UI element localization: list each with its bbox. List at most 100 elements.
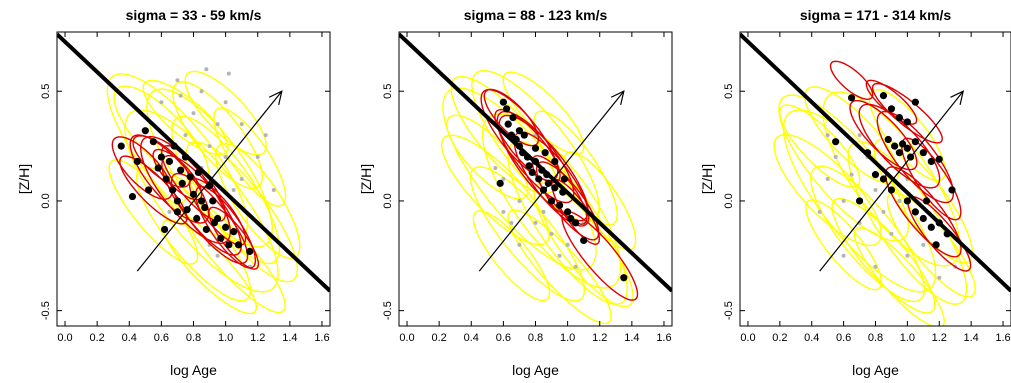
subsample-point xyxy=(906,153,915,161)
gray-point xyxy=(897,198,902,203)
subsample-point xyxy=(541,149,549,157)
subsample-point xyxy=(911,208,919,216)
subsample-point xyxy=(927,157,935,166)
gray-point xyxy=(509,220,514,225)
subsample-point xyxy=(879,92,888,100)
red-ellipse xyxy=(195,185,257,269)
subsample-point xyxy=(899,140,907,148)
y-tick-label: 0.0 xyxy=(382,193,394,208)
yellow-ellipse xyxy=(181,198,286,314)
yellow-ellipse xyxy=(886,192,976,298)
subsample-point xyxy=(117,142,125,150)
yellow-ellipse xyxy=(533,110,619,226)
red-ellipse xyxy=(160,144,227,222)
yellow-ellipse xyxy=(822,91,961,267)
relation-line xyxy=(740,32,1011,293)
yellow-ellipse xyxy=(507,209,612,325)
yellow-ellipse xyxy=(563,151,637,251)
gray-point xyxy=(231,187,236,192)
x-tick-label: 0.6 xyxy=(154,332,169,344)
x-axis-label: log Age xyxy=(512,362,559,378)
x-tick-label: 0.8 xyxy=(868,332,883,344)
subsample-point xyxy=(507,131,516,139)
subsample-point xyxy=(154,164,162,172)
x-tick-label: 1.4 xyxy=(282,332,297,344)
x-tick-label: 1.6 xyxy=(995,332,1010,344)
panel-title: sigma = 88 - 123 km/s xyxy=(464,7,608,23)
x-tick-label: 1.0 xyxy=(218,332,233,344)
gray-point xyxy=(833,155,838,160)
subsample-point xyxy=(201,203,209,212)
subsample-point xyxy=(189,190,198,198)
x-tick-label: 0.4 xyxy=(804,332,819,344)
x-tick-label: 0.0 xyxy=(57,332,72,344)
red-ellipse xyxy=(531,155,588,225)
x-axis-label: log Age xyxy=(170,362,217,378)
gray-point xyxy=(873,264,878,269)
subsample-point xyxy=(927,223,935,231)
gray-point xyxy=(226,71,231,76)
subsample-point xyxy=(528,168,536,177)
gray-point xyxy=(517,242,522,247)
red-ellipse xyxy=(498,114,589,222)
subsample-point xyxy=(178,179,186,187)
subsample-point xyxy=(919,214,927,223)
subsample-point xyxy=(531,157,540,166)
subsample-point xyxy=(879,175,888,183)
subsample-point xyxy=(871,171,880,179)
x-tick-label: 0.6 xyxy=(836,332,851,344)
subsample-point xyxy=(177,166,185,174)
subsample-point xyxy=(183,206,191,214)
x-tick-label: 0.2 xyxy=(772,332,787,344)
subsample-point xyxy=(891,142,899,150)
subsample-point xyxy=(572,219,580,227)
x-tick-label: 0.2 xyxy=(89,332,104,344)
red-ellipse xyxy=(170,172,249,265)
plot-area xyxy=(740,32,1011,326)
plot-area xyxy=(57,32,330,315)
x-axis-label: log Age xyxy=(852,362,899,378)
subsample-point xyxy=(515,127,524,135)
x-tick-label: 0.8 xyxy=(528,332,543,344)
subsample-point xyxy=(222,223,230,231)
gray-point xyxy=(841,253,846,258)
gray-point xyxy=(873,187,878,192)
subsample-point xyxy=(173,208,182,216)
subsample-point xyxy=(580,236,588,245)
panel-2: sigma = 88 - 123 km/s 0.0 0.2 0.4 0.6 0.8 1.0 1… xyxy=(358,7,673,378)
yellow-ellipse xyxy=(778,104,861,188)
gray-point xyxy=(841,198,846,203)
y-tick-label: 0.5 xyxy=(723,84,735,99)
subsample-point xyxy=(246,247,254,256)
x-tick-label: 1.4 xyxy=(963,332,978,344)
panel-1: sigma = 33 - 59 km/s 0.0 0.2 0.4 0.6 0.8 1.0 1.… xyxy=(16,7,331,378)
yellow-ellipse xyxy=(184,70,267,156)
subsample-point xyxy=(832,138,840,146)
arrow-shaft xyxy=(136,90,283,272)
x-tick-label: 1.2 xyxy=(250,332,265,344)
gray-point xyxy=(825,177,830,181)
subsample-point xyxy=(515,142,524,150)
gray-point xyxy=(501,209,506,214)
yellow-ellipse xyxy=(805,199,883,291)
gray-point xyxy=(178,93,183,98)
subsample-point xyxy=(169,186,177,194)
red-ellipse xyxy=(871,82,943,144)
yellow-ellipse xyxy=(481,113,622,289)
gray-point xyxy=(199,89,204,94)
yellow-ellipse xyxy=(472,210,551,302)
x-tick-label: 0.2 xyxy=(431,332,446,344)
subsample-point xyxy=(162,175,170,183)
subsample-point xyxy=(555,201,564,209)
subsample-point xyxy=(205,181,214,190)
y-tick-label: 0.5 xyxy=(382,84,394,99)
gray-point xyxy=(889,231,894,236)
yellow-ellipse xyxy=(507,140,628,305)
yellow-ellipse xyxy=(162,219,258,315)
arrow-shaft xyxy=(819,90,964,272)
gray-point xyxy=(167,209,172,214)
subsample-point xyxy=(509,113,517,122)
relation-line xyxy=(57,32,330,293)
gray-point xyxy=(255,155,260,160)
subsample-point xyxy=(149,138,157,146)
